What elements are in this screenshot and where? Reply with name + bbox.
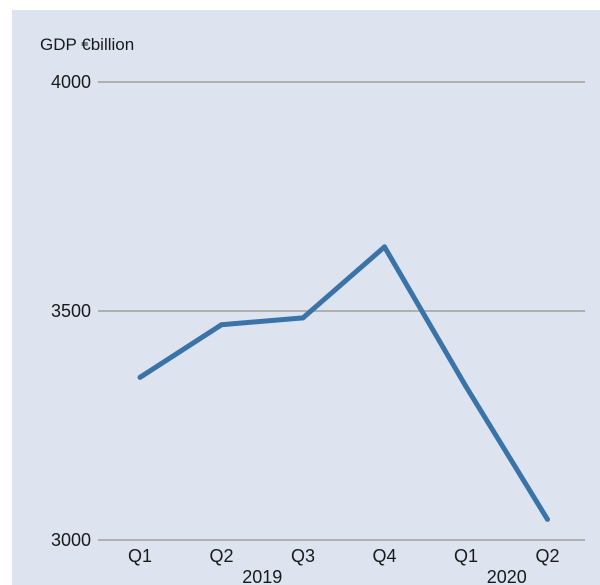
x-tick-label: Q3: [291, 546, 315, 566]
y-tick-label: 3000: [51, 530, 91, 550]
x-tick-label: Q1: [454, 546, 478, 566]
x-tick-label: Q4: [372, 546, 396, 566]
data-point: [382, 244, 387, 250]
year-labels: 2019 2020: [242, 567, 527, 585]
y-axis-label: GDP €billion: [40, 35, 134, 54]
x-tick-label: Q2: [535, 546, 559, 566]
plot-background: [12, 10, 600, 585]
data-point: [137, 374, 143, 380]
x-tick-label: Q2: [209, 546, 233, 566]
y-tick-label: 4000: [51, 72, 91, 92]
data-point: [463, 384, 469, 390]
series-layer: [137, 244, 550, 522]
y-tick-labels: 3000 3500 4000: [51, 72, 91, 550]
data-point: [545, 516, 550, 522]
x-tick-labels: Q1 Q2 Q3 Q4 Q1 Q2: [128, 546, 560, 566]
data-point: [219, 322, 224, 328]
data-point: [300, 315, 306, 321]
year-label: 2019: [242, 567, 282, 585]
year-label: 2020: [487, 567, 527, 585]
gridlines: [98, 81, 585, 541]
series-line-0: [138, 244, 550, 521]
x-tick-label: Q1: [128, 546, 152, 566]
y-tick-label: 3500: [51, 301, 91, 321]
